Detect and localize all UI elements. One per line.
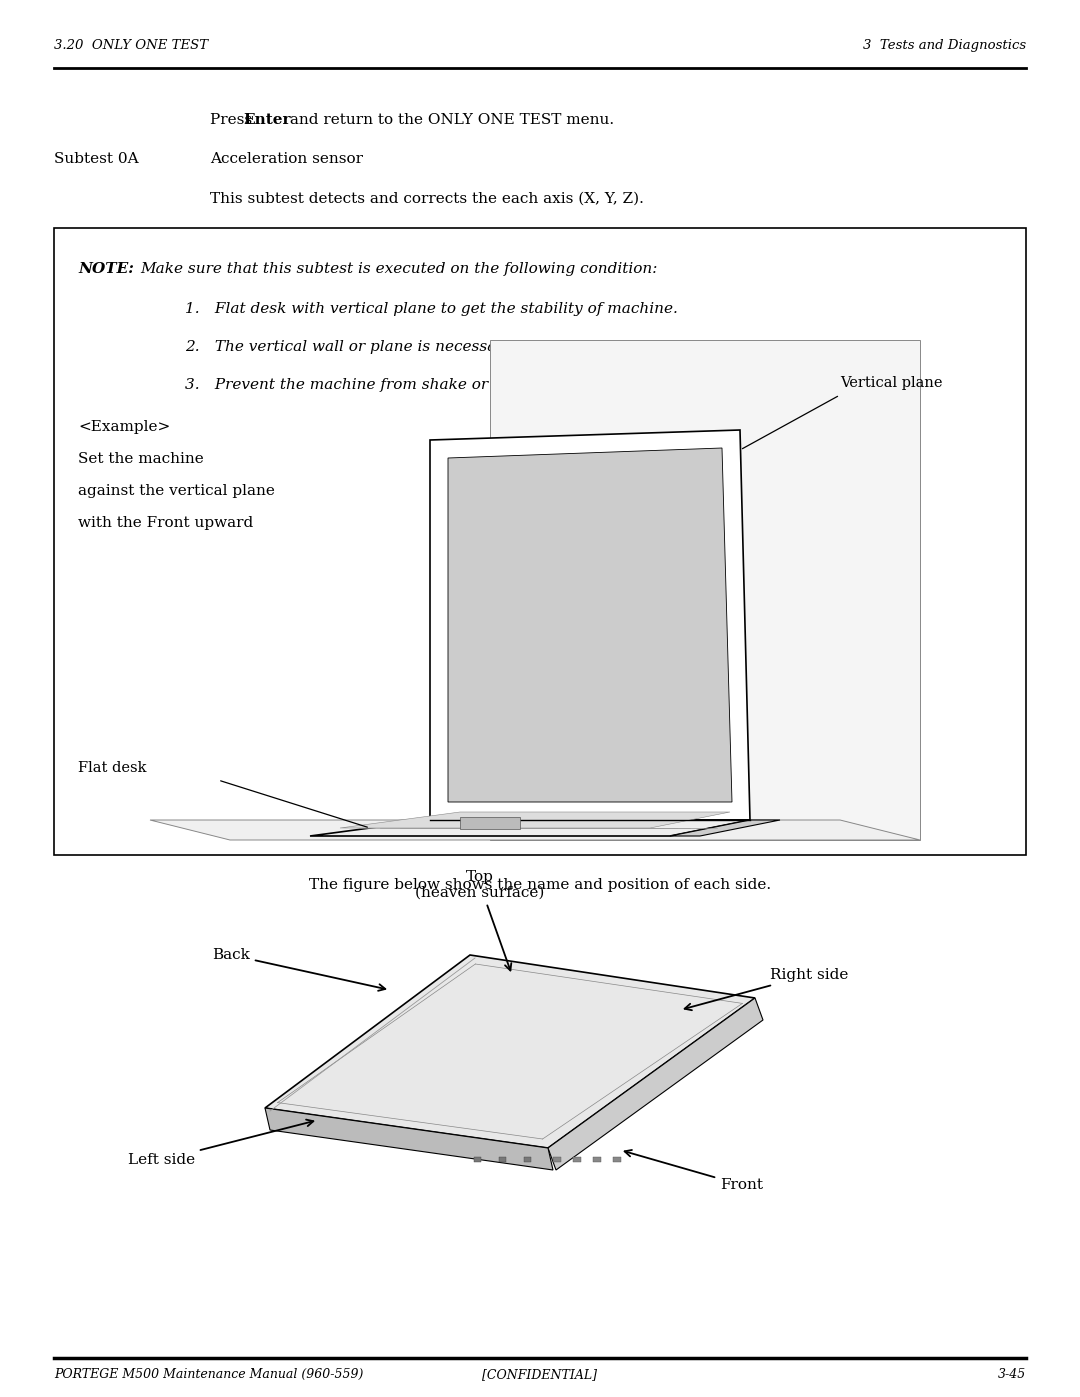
Polygon shape: [265, 956, 755, 1148]
Bar: [499, 1157, 507, 1162]
Text: Press: Press: [210, 113, 257, 127]
Bar: [553, 1157, 561, 1162]
Text: <Example>: <Example>: [78, 420, 171, 434]
Text: against the vertical plane: against the vertical plane: [78, 483, 275, 497]
Polygon shape: [548, 997, 762, 1171]
Text: Top
(heaven surface): Top (heaven surface): [416, 870, 544, 971]
Polygon shape: [310, 820, 750, 835]
Polygon shape: [340, 812, 730, 828]
Text: Enter: Enter: [243, 113, 291, 127]
Text: This subtest detects and corrects the each axis (X, Y, Z).: This subtest detects and corrects the ea…: [210, 191, 644, 205]
Text: Acceleration sensor: Acceleration sensor: [210, 152, 363, 166]
Text: Right side: Right side: [685, 968, 849, 1010]
Text: 1.  Flat desk with vertical plane to get the stability of machine.: 1. Flat desk with vertical plane to get …: [185, 302, 678, 316]
Text: PORTEGE M500 Maintenance Manual (960-559): PORTEGE M500 Maintenance Manual (960-559…: [54, 1368, 363, 1382]
Text: 3-45: 3-45: [998, 1368, 1026, 1382]
Polygon shape: [670, 820, 780, 835]
Text: Front: Front: [624, 1150, 762, 1192]
Text: Subtest 0A: Subtest 0A: [54, 152, 138, 166]
Bar: [54, 228, 1026, 855]
Text: with the Front upward: with the Front upward: [78, 515, 253, 529]
Text: NOTE:: NOTE:: [78, 263, 134, 277]
Polygon shape: [430, 430, 750, 820]
Polygon shape: [265, 1108, 553, 1171]
Text: and return to the ONLY ONE TEST menu.: and return to the ONLY ONE TEST menu.: [285, 113, 615, 127]
Text: 3  Tests and Diagnostics: 3 Tests and Diagnostics: [863, 39, 1026, 52]
Text: Make sure that this subtest is executed on the following condition:: Make sure that this subtest is executed …: [140, 263, 658, 277]
Bar: [613, 1157, 621, 1162]
Polygon shape: [490, 339, 920, 840]
Bar: [573, 1157, 581, 1162]
Polygon shape: [460, 817, 519, 828]
Text: Set the machine: Set the machine: [78, 453, 204, 467]
Polygon shape: [448, 448, 732, 802]
Text: Flat desk: Flat desk: [78, 761, 147, 775]
Text: [CONFIDENTIAL]: [CONFIDENTIAL]: [483, 1368, 597, 1382]
Text: The figure below shows the name and position of each side.: The figure below shows the name and posi…: [309, 877, 771, 893]
Text: 3.20  ONLY ONE TEST: 3.20 ONLY ONE TEST: [54, 39, 208, 52]
Text: 3.  Prevent the machine from shake or shock.: 3. Prevent the machine from shake or sho…: [185, 379, 542, 393]
Text: Left side: Left side: [127, 1119, 313, 1166]
Bar: [524, 1157, 531, 1162]
Bar: [474, 1157, 481, 1162]
Text: Vertical plane: Vertical plane: [840, 376, 943, 390]
Text: Back: Back: [212, 949, 386, 990]
Polygon shape: [150, 820, 920, 840]
Bar: [593, 1157, 600, 1162]
Text: 2.  The vertical wall or plane is necessary.: 2. The vertical wall or plane is necessa…: [185, 339, 515, 353]
